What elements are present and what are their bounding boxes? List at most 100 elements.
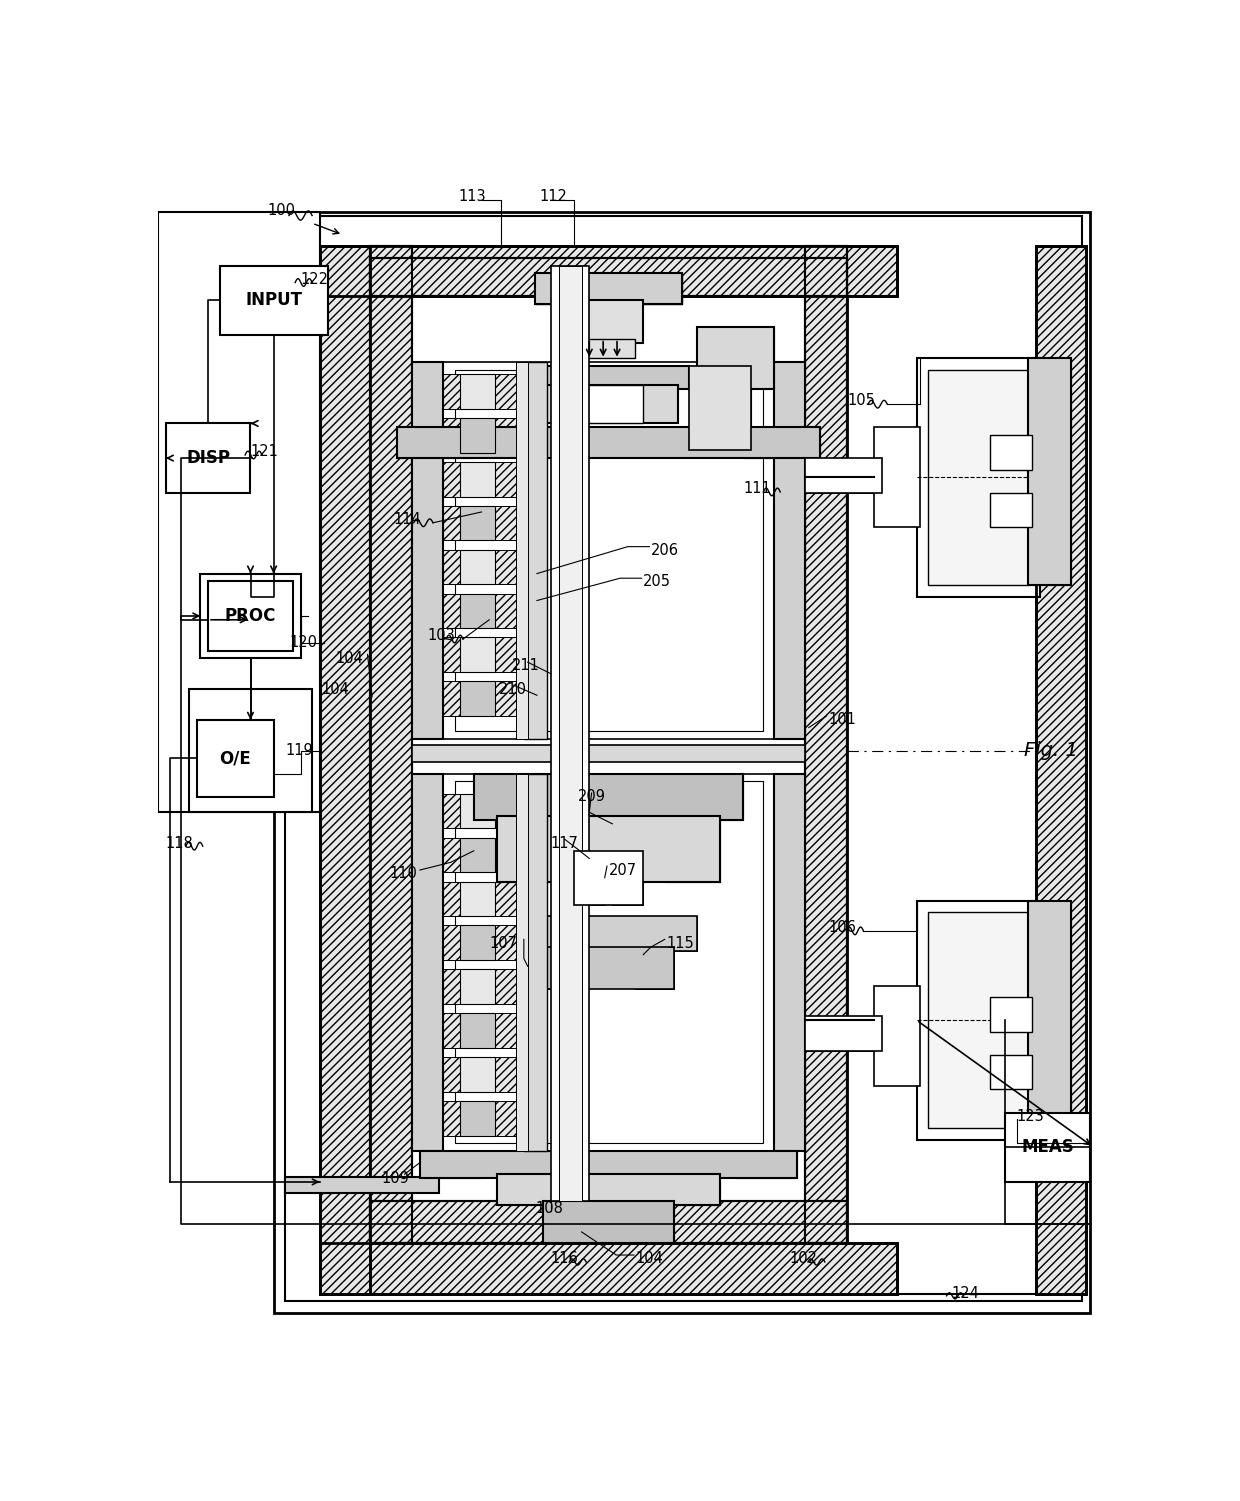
Bar [689,366,751,450]
Bar [536,273,682,305]
Bar [460,1013,495,1048]
Bar [543,1201,596,1243]
Bar [520,916,697,952]
Bar [516,775,528,1151]
Bar [435,881,460,916]
Bar [274,212,1090,1313]
Bar [460,506,495,540]
Bar [495,1102,517,1136]
Bar [805,246,847,1243]
Text: 104: 104 [321,681,350,696]
Bar [435,374,460,408]
Bar [495,970,517,1004]
Bar [460,794,495,829]
Text: 114: 114 [393,512,420,527]
Bar [655,916,697,952]
Bar [1028,901,1070,1139]
Bar [412,775,443,1151]
Bar [497,817,720,881]
Bar [197,720,274,797]
Bar [516,362,528,738]
Bar [874,428,920,527]
Bar [435,593,460,629]
Bar [543,1201,675,1243]
Bar [495,926,517,961]
Bar [495,638,517,672]
Bar [455,369,763,731]
Bar [805,1016,882,1051]
Text: 106: 106 [828,920,856,935]
Bar [435,794,460,829]
Bar [397,428,821,458]
Bar [495,681,517,716]
Bar [990,1055,1032,1090]
Bar [435,462,460,497]
Bar [805,246,847,1243]
Text: 108: 108 [536,1201,563,1216]
Bar [219,266,327,335]
Bar [420,1151,481,1178]
Text: 118: 118 [166,836,193,851]
Bar [435,1013,460,1048]
Text: 122: 122 [300,272,329,287]
Text: 115: 115 [666,935,694,950]
Bar [285,1177,439,1193]
Bar [443,362,774,738]
Bar [805,458,882,492]
Text: 207: 207 [609,863,636,878]
Text: O/E: O/E [219,749,250,767]
Bar [460,1057,495,1091]
Bar [495,881,517,916]
Bar [613,273,682,305]
Bar [320,246,370,1294]
Text: 103: 103 [428,627,455,642]
Text: 104: 104 [635,1252,663,1267]
Bar [543,947,582,989]
Text: 104: 104 [335,651,363,666]
Text: 100: 100 [268,203,295,218]
Bar [574,384,644,423]
Bar [495,1013,517,1048]
Bar [412,746,805,763]
Bar [320,246,898,296]
Bar [435,838,460,872]
Bar [666,817,720,881]
Bar [474,775,743,820]
Bar [774,362,805,738]
Text: 121: 121 [250,444,278,459]
Bar [616,384,678,423]
Text: 209: 209 [578,790,606,805]
Text: 210: 210 [498,681,527,696]
Bar [166,423,250,492]
Bar [370,246,847,1243]
Bar [697,327,774,389]
Bar [495,419,517,453]
Bar [774,775,805,1151]
Bar [370,246,412,1243]
Bar [435,926,460,961]
Bar [460,970,495,1004]
Bar [285,1177,439,1193]
Bar [495,506,517,540]
Bar [397,428,474,458]
Bar [543,947,675,989]
Bar [320,246,370,1294]
Bar [495,462,517,497]
Bar [497,1174,574,1205]
Bar [435,1057,460,1091]
Bar [874,986,920,1085]
Text: 111: 111 [743,482,771,497]
Text: 120: 120 [289,635,317,650]
Bar [574,851,605,905]
Bar [460,374,495,408]
Bar [635,947,675,989]
Bar [551,266,589,1201]
Bar [743,428,821,458]
Bar [990,492,1032,527]
Bar [495,838,517,872]
Bar [460,1102,495,1136]
Bar [536,273,605,305]
Bar [460,838,495,872]
Bar [574,300,644,342]
Bar [201,573,300,659]
